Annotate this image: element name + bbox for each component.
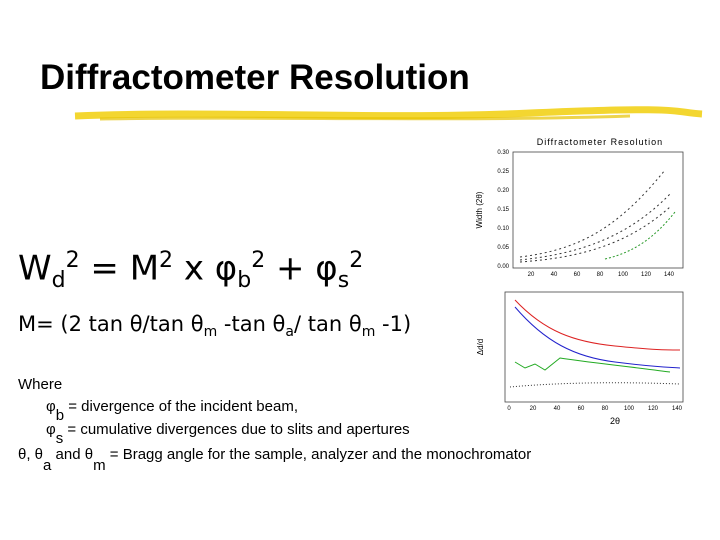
upper-x-tick-label: 40 bbox=[551, 272, 558, 278]
upper-x-tick-label: 80 bbox=[597, 272, 604, 278]
equation-1: Wd2 = M2 x φb2 + φs2 bbox=[18, 248, 364, 294]
lower-x-tick-label: 120 bbox=[648, 406, 659, 412]
upper-x-tick-label: 20 bbox=[528, 272, 535, 278]
upper-y-tick-label: 0.00 bbox=[497, 264, 509, 270]
upper-y-tick-label: 0.05 bbox=[497, 245, 509, 251]
upper-y-tick-label: 0.30 bbox=[497, 150, 509, 156]
where-line: φb = divergence of the incident beam, bbox=[46, 398, 298, 424]
lower-x-tick-label: 140 bbox=[672, 406, 683, 412]
where-line: φs = cumulative divergences due to slits… bbox=[46, 421, 410, 447]
figure-title: Diffractometer Resolution bbox=[537, 137, 663, 147]
lower-x-tick-label: 20 bbox=[530, 406, 537, 412]
lower-x-tick-label: 60 bbox=[578, 406, 585, 412]
where-heading: Where bbox=[18, 376, 63, 393]
upper-y-label: Width (2θ) bbox=[475, 191, 484, 228]
upper-x-tick-label: 100 bbox=[618, 272, 629, 278]
slide-title: Diffractometer Resolution bbox=[40, 58, 470, 97]
upper-x-tick-label: 60 bbox=[574, 272, 581, 278]
lower-frame bbox=[504, 291, 684, 403]
lower-y-label: Δd/d bbox=[476, 339, 485, 355]
lower-x-label: 2θ bbox=[610, 416, 620, 426]
equation-2: M= (2 tan θ/tan θm -tan θa/ tan θm -1) bbox=[18, 312, 412, 341]
lower-x-tick-label: 100 bbox=[624, 406, 635, 412]
title-underline bbox=[74, 106, 703, 121]
upper-y-tick-label: 0.25 bbox=[497, 169, 509, 175]
upper-y-tick-label: 0.10 bbox=[497, 226, 509, 232]
upper-curves bbox=[519, 169, 676, 263]
lower-x-tick-label: 0 bbox=[507, 406, 511, 412]
lower-x-tick-label: 40 bbox=[554, 406, 561, 412]
where-line: θ, θa and θm = Bragg angle for the sampl… bbox=[18, 446, 532, 474]
upper-x-tick-label: 120 bbox=[641, 272, 652, 278]
lower-x-tick-label: 80 bbox=[602, 406, 609, 412]
lower-curves bbox=[509, 299, 681, 388]
figure: Diffractometer Resolution Width (2θ) Δd/… bbox=[475, 137, 684, 426]
upper-y-tick-label: 0.15 bbox=[497, 207, 509, 213]
upper-frame bbox=[512, 151, 684, 269]
upper-y-tick-label: 0.20 bbox=[497, 188, 509, 194]
upper-x-tick-label: 140 bbox=[664, 272, 675, 278]
